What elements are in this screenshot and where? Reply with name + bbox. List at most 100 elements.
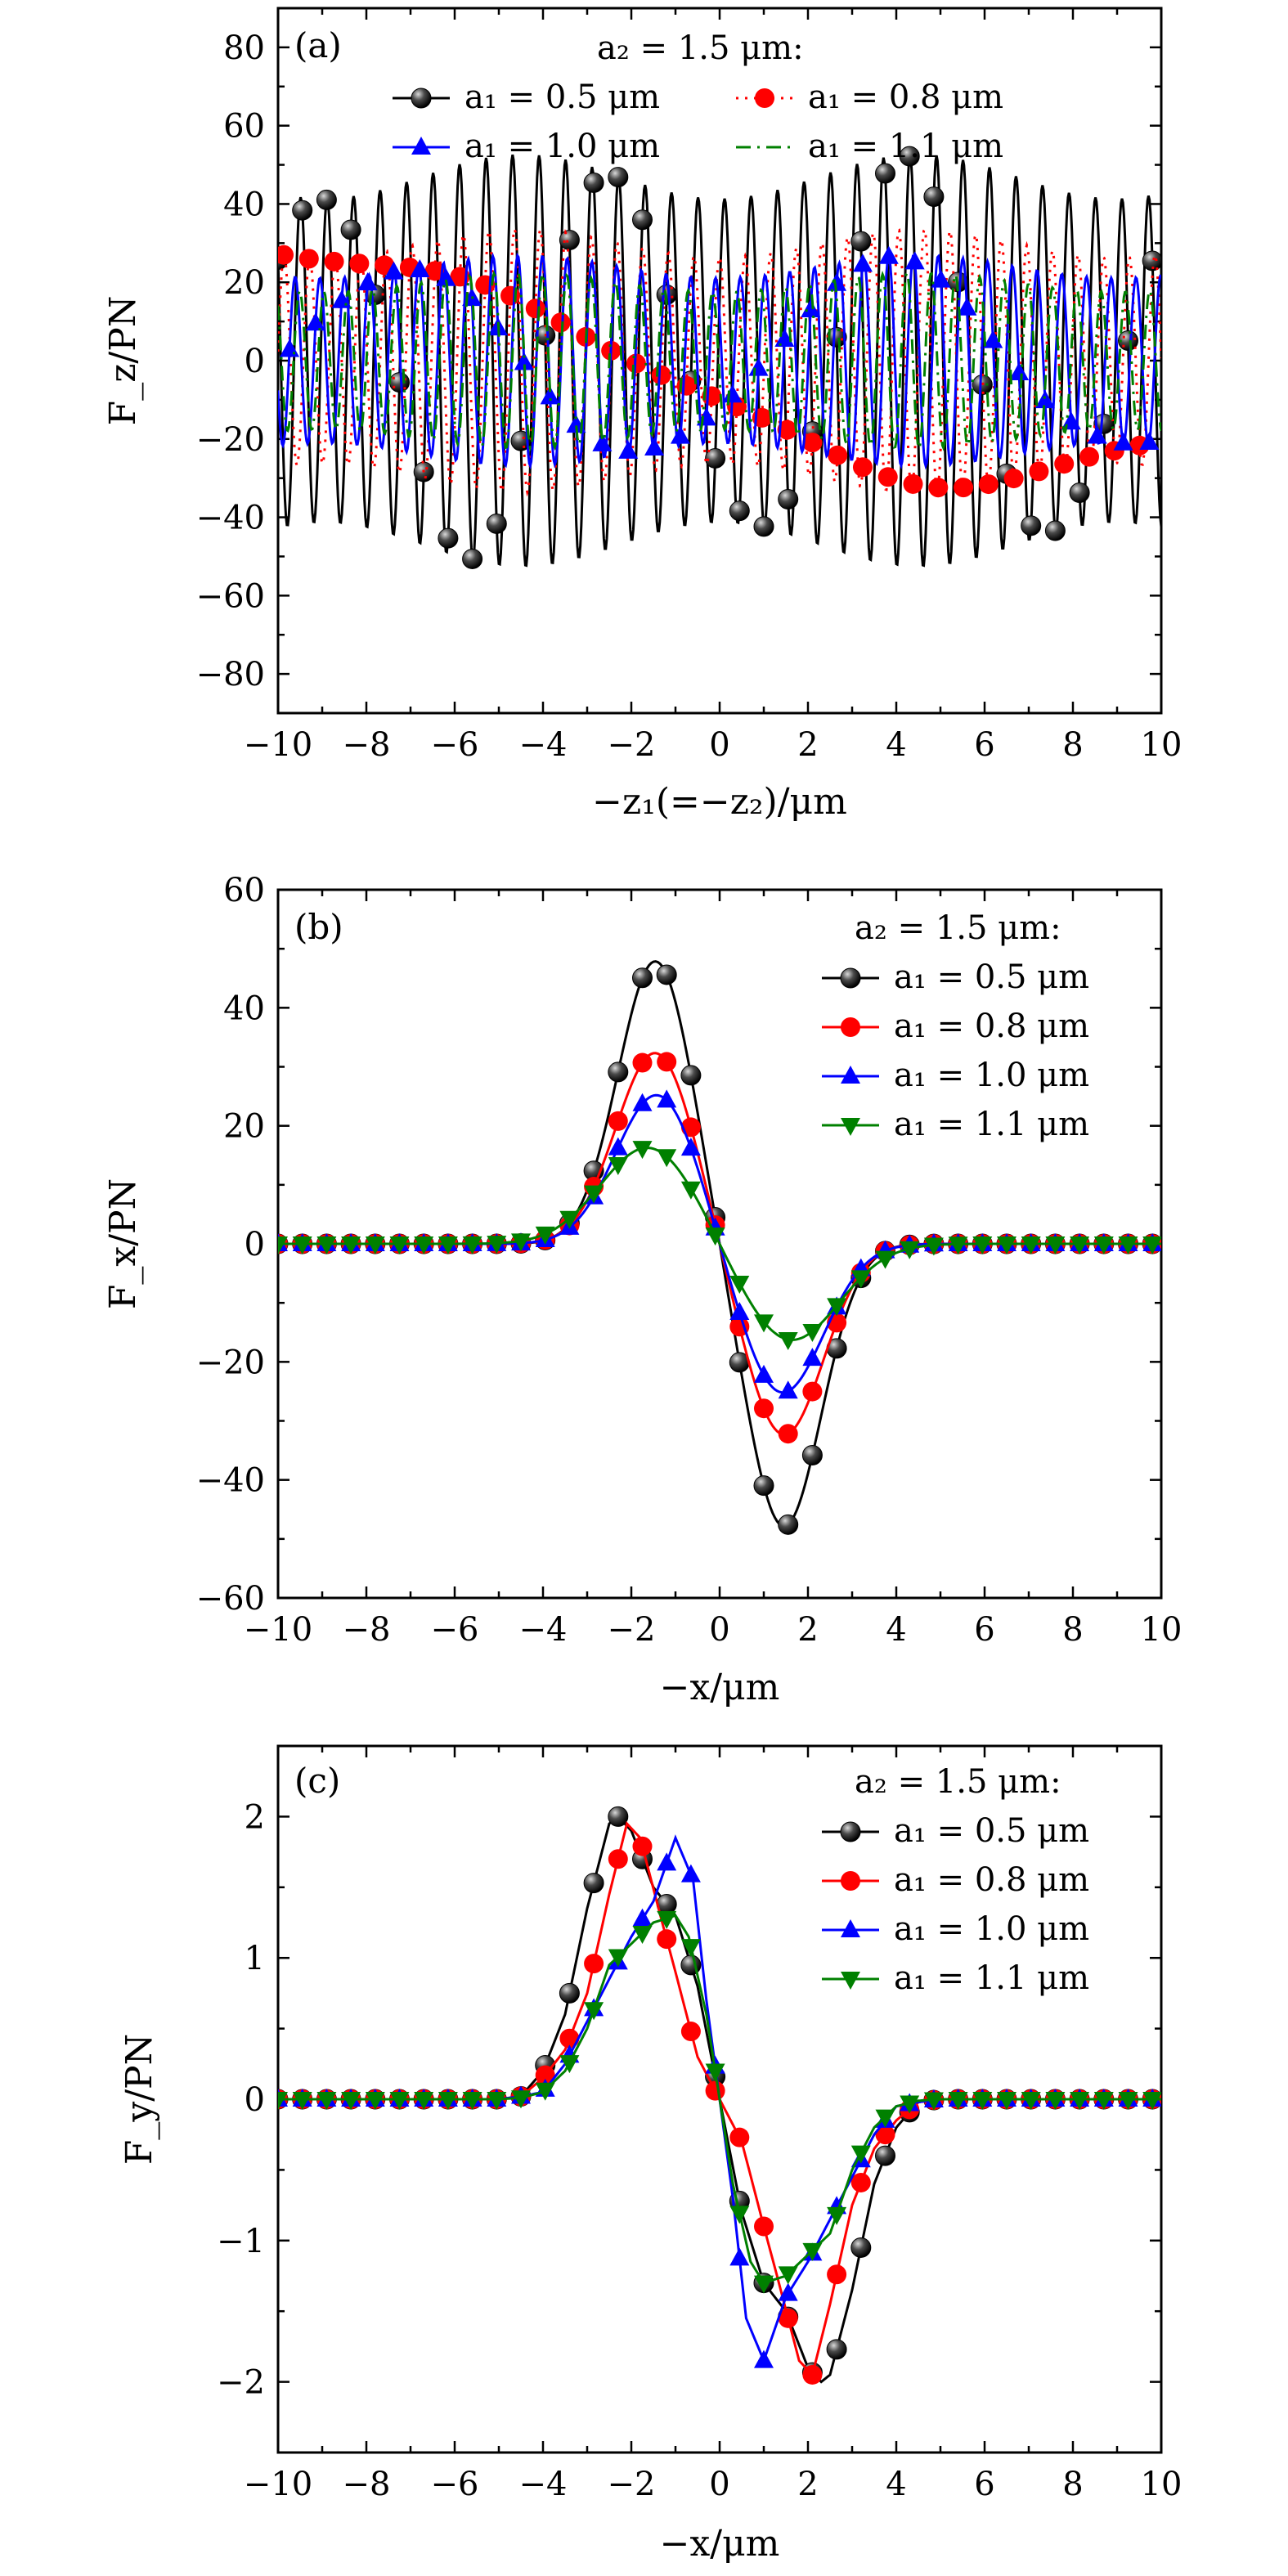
data-point bbox=[777, 420, 797, 440]
series-line bbox=[278, 270, 1161, 452]
data-point bbox=[278, 1236, 288, 1254]
data-point bbox=[438, 1236, 458, 1254]
data-point bbox=[608, 1061, 629, 1083]
legend-label: a₁ = 1.0 μm bbox=[894, 1910, 1089, 1948]
data-point bbox=[827, 1298, 847, 1317]
x-tick-label: 10 bbox=[1141, 726, 1183, 764]
data-point bbox=[801, 298, 821, 317]
data-point bbox=[875, 163, 895, 184]
data-point bbox=[592, 433, 613, 451]
y-tick-label: −20 bbox=[196, 421, 265, 459]
legend-item-a1_1_1: a₁ = 1.1 μm bbox=[736, 128, 1003, 165]
data-point bbox=[948, 1236, 968, 1255]
data-point bbox=[983, 330, 1003, 348]
data-point bbox=[850, 2145, 871, 2164]
data-point bbox=[632, 1141, 653, 1160]
panel-a-y-ticks: −80 −60 −40 −20 0 20 40 60 80 bbox=[196, 29, 1161, 693]
data-point bbox=[1045, 1236, 1066, 1254]
x-tick-label: −10 bbox=[244, 2466, 312, 2503]
data-point bbox=[948, 2092, 968, 2110]
x-tick-label: 8 bbox=[1062, 726, 1083, 764]
data-point bbox=[903, 473, 923, 494]
data-point bbox=[486, 513, 507, 534]
panel-c-legend-title: a₂ = 1.5 μm: bbox=[855, 1763, 1061, 1801]
data-point bbox=[729, 2247, 750, 2266]
data-point bbox=[680, 1138, 701, 1156]
data-point bbox=[657, 1149, 677, 1168]
legend-label: a₁ = 0.5 μm bbox=[464, 79, 660, 116]
data-point bbox=[705, 1227, 725, 1246]
data-point bbox=[754, 2275, 774, 2294]
data-point bbox=[632, 1052, 653, 1073]
data-point bbox=[559, 1210, 580, 1229]
data-point bbox=[462, 1236, 482, 1254]
panel-a-x-axis-label: −z₁(=−z₂)/μm bbox=[592, 781, 847, 823]
legend-label: a₁ = 1.1 μm bbox=[808, 128, 1003, 165]
data-point bbox=[774, 328, 795, 347]
data-point bbox=[632, 1908, 653, 1927]
data-point bbox=[292, 2092, 312, 2110]
data-point bbox=[608, 1806, 629, 1827]
data-point bbox=[657, 1910, 677, 1929]
data-point bbox=[778, 2266, 798, 2285]
data-point bbox=[778, 489, 799, 510]
legend-marker bbox=[840, 967, 861, 989]
data-point bbox=[316, 2092, 337, 2110]
data-point bbox=[778, 1514, 799, 1535]
data-point bbox=[438, 2092, 458, 2110]
data-point bbox=[753, 516, 774, 537]
data-point bbox=[850, 231, 872, 252]
data-point bbox=[384, 261, 404, 280]
data-point bbox=[584, 1185, 604, 1204]
panel-a-legend: a₂ = 1.5 μm: a₁ = 0.5 μm a₁ = 0.8 μm a₁ = … bbox=[393, 29, 1003, 165]
data-point bbox=[850, 2172, 871, 2192]
data-point bbox=[525, 298, 545, 319]
data-point bbox=[1093, 1236, 1114, 1254]
x-tick-label: −6 bbox=[431, 1611, 479, 1649]
x-tick-label: −6 bbox=[431, 2466, 479, 2503]
data-point bbox=[826, 2339, 847, 2360]
data-point bbox=[608, 167, 629, 188]
data-point bbox=[754, 1398, 774, 1419]
data-point bbox=[778, 1331, 798, 1350]
data-point bbox=[656, 964, 677, 985]
panel-a-legend-title: a₂ = 1.5 μm: bbox=[597, 29, 804, 67]
data-point bbox=[1034, 390, 1055, 409]
data-point bbox=[827, 272, 847, 291]
legend-label: a₁ = 1.1 μm bbox=[894, 1959, 1089, 1997]
data-point bbox=[1054, 454, 1075, 474]
data-point bbox=[802, 2364, 823, 2385]
data-point bbox=[365, 2092, 385, 2110]
data-point bbox=[1118, 2092, 1138, 2110]
x-tick-label: −6 bbox=[431, 726, 479, 764]
data-point bbox=[778, 1424, 798, 1444]
data-point bbox=[778, 2308, 798, 2328]
data-point bbox=[900, 1241, 920, 1259]
data-point bbox=[729, 2127, 750, 2147]
data-point bbox=[1044, 520, 1066, 541]
x-tick-label: 6 bbox=[974, 1611, 994, 1649]
x-tick-label: 2 bbox=[797, 726, 818, 764]
data-point bbox=[801, 1445, 823, 1466]
legend-item-a1_0_8: a₁ = 0.8 μm bbox=[736, 79, 1003, 116]
data-point bbox=[754, 1314, 774, 1333]
data-point bbox=[608, 1137, 628, 1156]
panel-a-frame bbox=[276, 7, 1163, 715]
x-tick-label: −8 bbox=[343, 726, 391, 764]
data-point bbox=[540, 386, 560, 405]
data-point bbox=[651, 365, 671, 385]
data-point bbox=[583, 1873, 604, 1894]
data-point bbox=[827, 2264, 847, 2285]
data-point bbox=[802, 433, 823, 453]
data-point bbox=[778, 1380, 798, 1399]
data-point bbox=[298, 249, 319, 269]
data-point bbox=[349, 254, 370, 274]
x-tick-label: 6 bbox=[974, 726, 994, 764]
x-tick-label: 0 bbox=[709, 2466, 729, 2503]
legend-label: a₁ = 0.8 μm bbox=[894, 1008, 1089, 1045]
x-tick-label: 4 bbox=[886, 1611, 906, 1649]
data-point bbox=[754, 2349, 774, 2368]
panel-a-y-axis-label: F_z/PN bbox=[102, 296, 144, 426]
legend-marker bbox=[840, 1821, 861, 1842]
legend-item-a1_0_8: a₁ = 0.8 μm bbox=[822, 1008, 1089, 1045]
